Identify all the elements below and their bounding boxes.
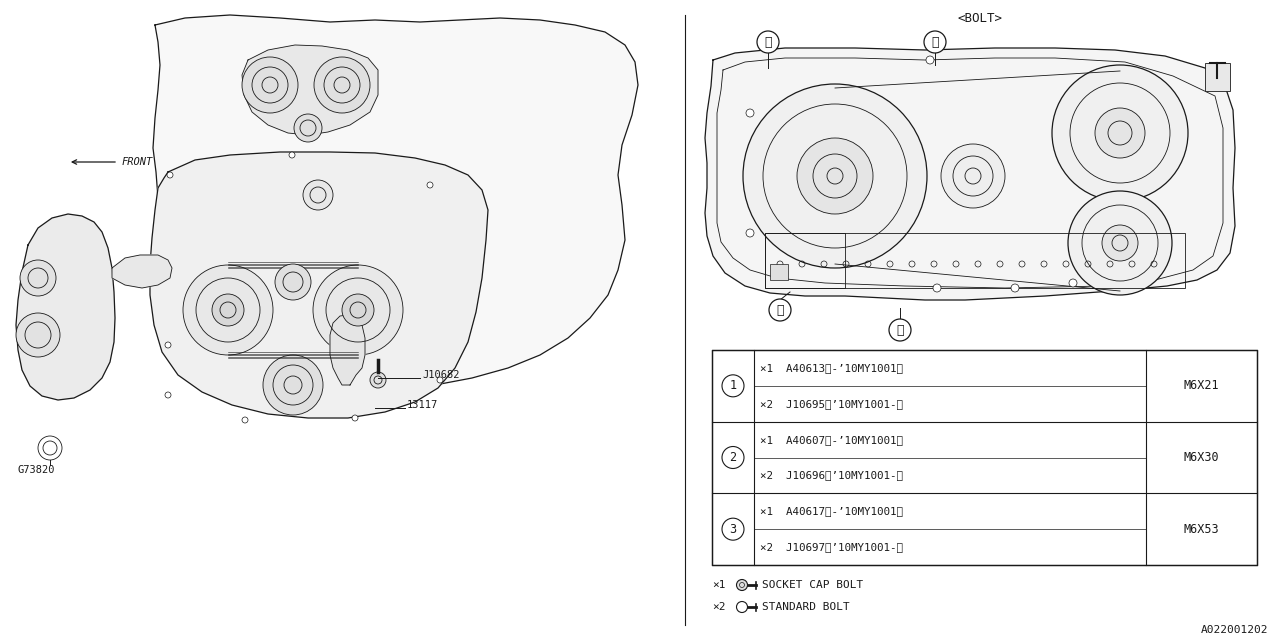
- Text: G73820: G73820: [18, 465, 55, 475]
- Text: M6X21: M6X21: [1184, 380, 1220, 392]
- Circle shape: [769, 299, 791, 321]
- Polygon shape: [154, 15, 637, 392]
- Circle shape: [212, 294, 244, 326]
- Bar: [765, 233, 1185, 288]
- Polygon shape: [15, 214, 115, 400]
- Circle shape: [166, 172, 173, 178]
- Circle shape: [742, 84, 927, 268]
- Text: 13117: 13117: [407, 400, 438, 410]
- Text: FRONT: FRONT: [122, 157, 154, 167]
- Circle shape: [933, 284, 941, 292]
- Text: 1: 1: [730, 380, 736, 392]
- Text: ×1: ×1: [712, 580, 726, 590]
- Circle shape: [242, 417, 248, 423]
- Circle shape: [275, 264, 311, 300]
- Bar: [765, 233, 845, 288]
- Circle shape: [1102, 225, 1138, 261]
- Circle shape: [165, 342, 172, 348]
- Circle shape: [15, 313, 60, 357]
- Text: ②: ②: [896, 323, 904, 337]
- Polygon shape: [330, 315, 365, 385]
- Text: ③: ③: [776, 303, 783, 317]
- Circle shape: [428, 182, 433, 188]
- Text: ②: ②: [764, 35, 772, 49]
- Circle shape: [20, 260, 56, 296]
- Text: ×2  J10696（’10MY1001-）: ×2 J10696（’10MY1001-）: [760, 470, 902, 481]
- Circle shape: [1052, 65, 1188, 201]
- Polygon shape: [242, 45, 378, 135]
- Text: 3: 3: [730, 523, 736, 536]
- Text: A022001202: A022001202: [1201, 625, 1268, 635]
- FancyBboxPatch shape: [1204, 63, 1230, 91]
- Circle shape: [436, 377, 443, 383]
- Circle shape: [1069, 279, 1076, 287]
- Circle shape: [352, 415, 358, 421]
- Text: ①: ①: [932, 35, 938, 49]
- Circle shape: [924, 31, 946, 53]
- Circle shape: [736, 579, 748, 591]
- Text: SOCKET CAP BOLT: SOCKET CAP BOLT: [762, 580, 863, 590]
- Text: ×1  A40613（-’10MY1001）: ×1 A40613（-’10MY1001）: [760, 363, 902, 373]
- Circle shape: [1068, 191, 1172, 295]
- Text: ×2: ×2: [712, 602, 726, 612]
- Text: ×2  J10695（’10MY1001-）: ×2 J10695（’10MY1001-）: [760, 399, 902, 409]
- Text: 2: 2: [730, 451, 736, 464]
- Circle shape: [165, 392, 172, 398]
- Text: J10682: J10682: [422, 370, 460, 380]
- Circle shape: [797, 138, 873, 214]
- Circle shape: [1094, 108, 1146, 158]
- Circle shape: [314, 57, 370, 113]
- Circle shape: [746, 229, 754, 237]
- Text: M6X53: M6X53: [1184, 523, 1220, 536]
- Circle shape: [1011, 284, 1019, 292]
- Circle shape: [342, 294, 374, 326]
- Text: <BOLT>: <BOLT>: [957, 12, 1002, 24]
- Circle shape: [289, 152, 294, 158]
- Circle shape: [262, 355, 323, 415]
- Text: STANDARD BOLT: STANDARD BOLT: [762, 602, 850, 612]
- Circle shape: [722, 518, 744, 540]
- Circle shape: [746, 109, 754, 117]
- Circle shape: [370, 372, 387, 388]
- Text: ×1  A40617（-’10MY1001）: ×1 A40617（-’10MY1001）: [760, 506, 902, 516]
- Circle shape: [294, 114, 323, 142]
- Circle shape: [722, 375, 744, 397]
- Circle shape: [925, 56, 934, 64]
- Polygon shape: [150, 152, 488, 418]
- Polygon shape: [113, 255, 172, 288]
- Text: ×2  J10697（’10MY1001-）: ×2 J10697（’10MY1001-）: [760, 542, 902, 552]
- Bar: [712, 350, 1257, 565]
- Polygon shape: [705, 48, 1235, 300]
- Text: M6X30: M6X30: [1184, 451, 1220, 464]
- Circle shape: [722, 447, 744, 468]
- Bar: [771, 264, 788, 280]
- Circle shape: [183, 265, 273, 355]
- Circle shape: [941, 144, 1005, 208]
- Circle shape: [314, 265, 403, 355]
- Circle shape: [242, 57, 298, 113]
- Circle shape: [890, 319, 911, 341]
- Circle shape: [303, 180, 333, 210]
- Text: ×1  A40607（-’10MY1001）: ×1 A40607（-’10MY1001）: [760, 435, 902, 445]
- Circle shape: [756, 31, 780, 53]
